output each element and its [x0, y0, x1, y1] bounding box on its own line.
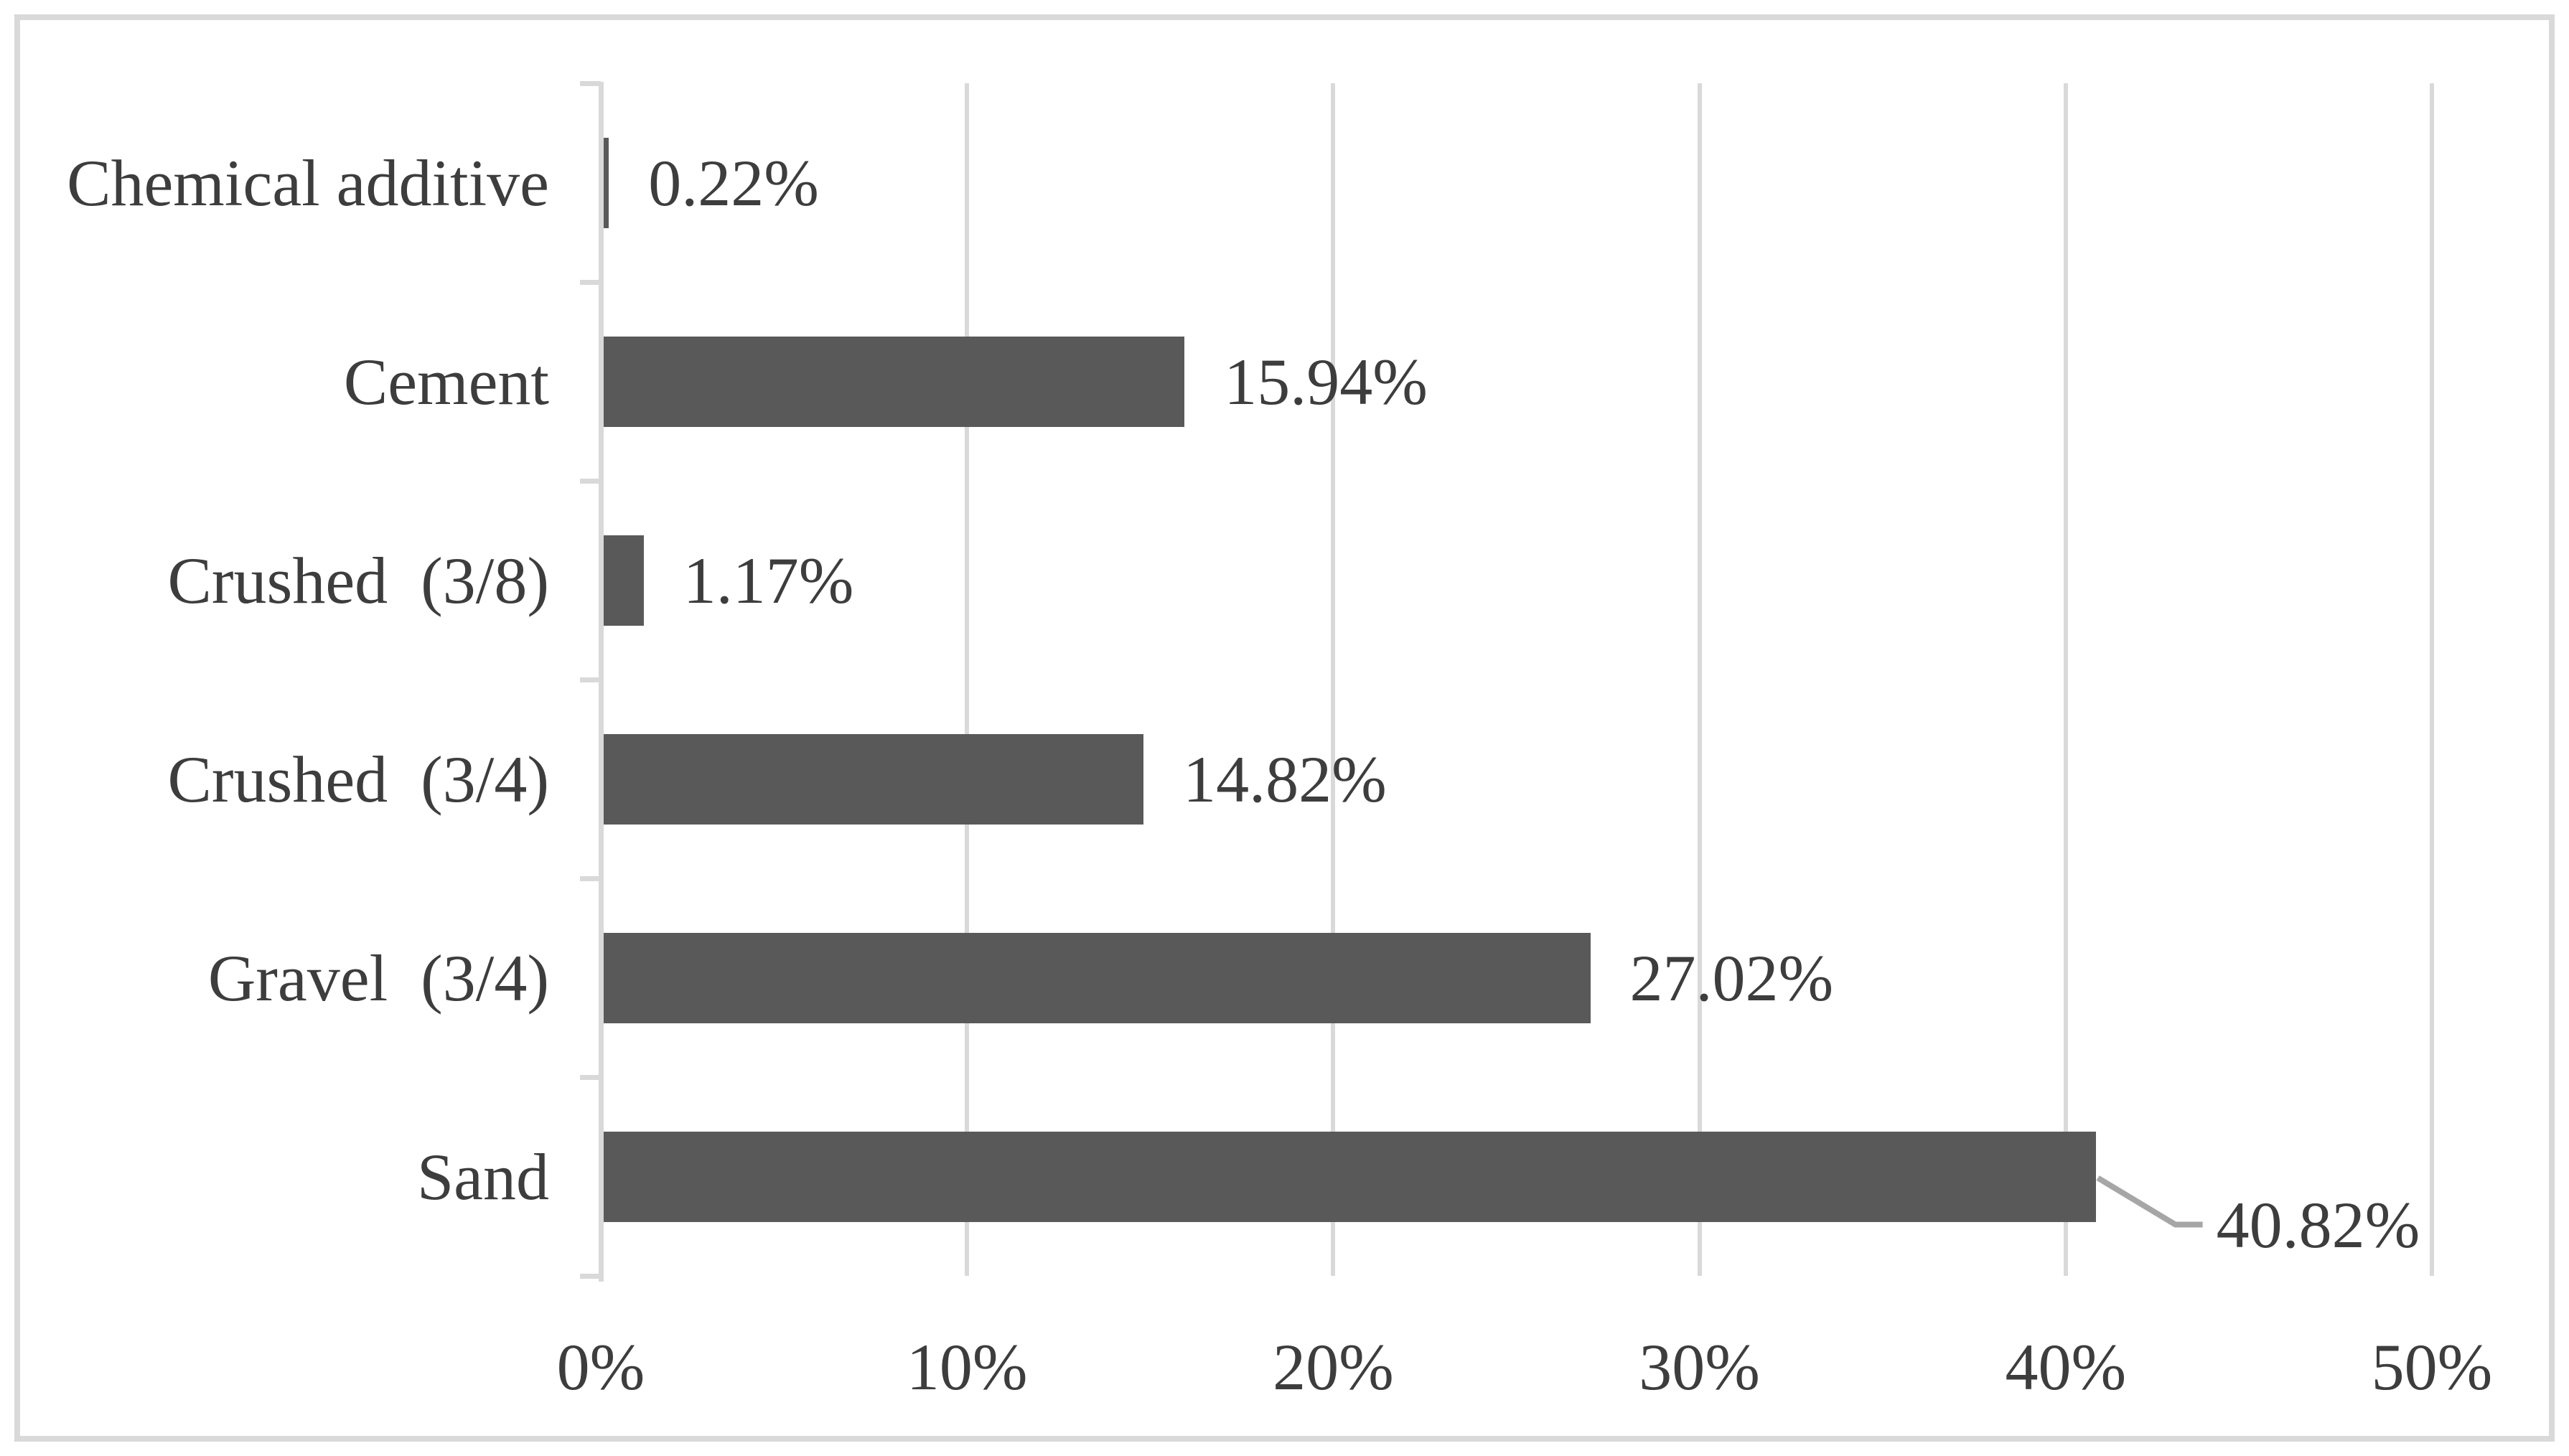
x-axis-tick-label: 10%: [906, 1330, 1028, 1404]
x-axis-tick-label: 20%: [1273, 1330, 1394, 1404]
x-axis-tick-label: 30%: [1639, 1330, 1760, 1404]
gridline: [1331, 83, 1336, 1276]
category-label: Crushed (3/4): [167, 742, 549, 816]
category-label: Sand: [417, 1140, 549, 1213]
bar-value-label: 1.17%: [683, 543, 854, 617]
gridline: [2063, 83, 2068, 1276]
axis-tick: [580, 479, 601, 484]
axis-tick: [580, 1274, 601, 1279]
axis-tick: [580, 1075, 601, 1080]
axis-tick: [580, 677, 601, 682]
bar-value-label: 0.22%: [648, 146, 819, 220]
x-axis-tick-label: 50%: [2371, 1330, 2493, 1404]
category-label: Gravel (3/4): [207, 941, 549, 1015]
gridline: [965, 83, 970, 1276]
x-axis-tick-label: 40%: [2005, 1330, 2127, 1404]
category-axis-line: [599, 82, 604, 1282]
bar-value-label: 27.02%: [1629, 941, 1834, 1015]
gridline: [1697, 83, 1702, 1276]
bar: [601, 1131, 2096, 1222]
category-label: Crushed (3/8): [167, 543, 549, 617]
bar: [601, 733, 1144, 825]
bar-value-label: 15.94%: [1224, 344, 1428, 418]
axis-tick: [580, 876, 601, 881]
bar-value-label: 14.82%: [1183, 742, 1387, 816]
gridline: [2430, 83, 2434, 1276]
bar: [601, 535, 644, 626]
bar: [601, 137, 609, 228]
axis-tick: [580, 81, 601, 86]
bar-value-label: 40.82%: [2216, 1188, 2420, 1262]
axis-tick: [580, 280, 601, 285]
bar: [601, 336, 1185, 427]
bar: [601, 932, 1591, 1023]
x-axis-tick-label: 0%: [556, 1330, 645, 1404]
chart-border: [14, 14, 2555, 1442]
category-label: Chemical additive: [67, 146, 549, 220]
category-label: Cement: [343, 344, 549, 418]
